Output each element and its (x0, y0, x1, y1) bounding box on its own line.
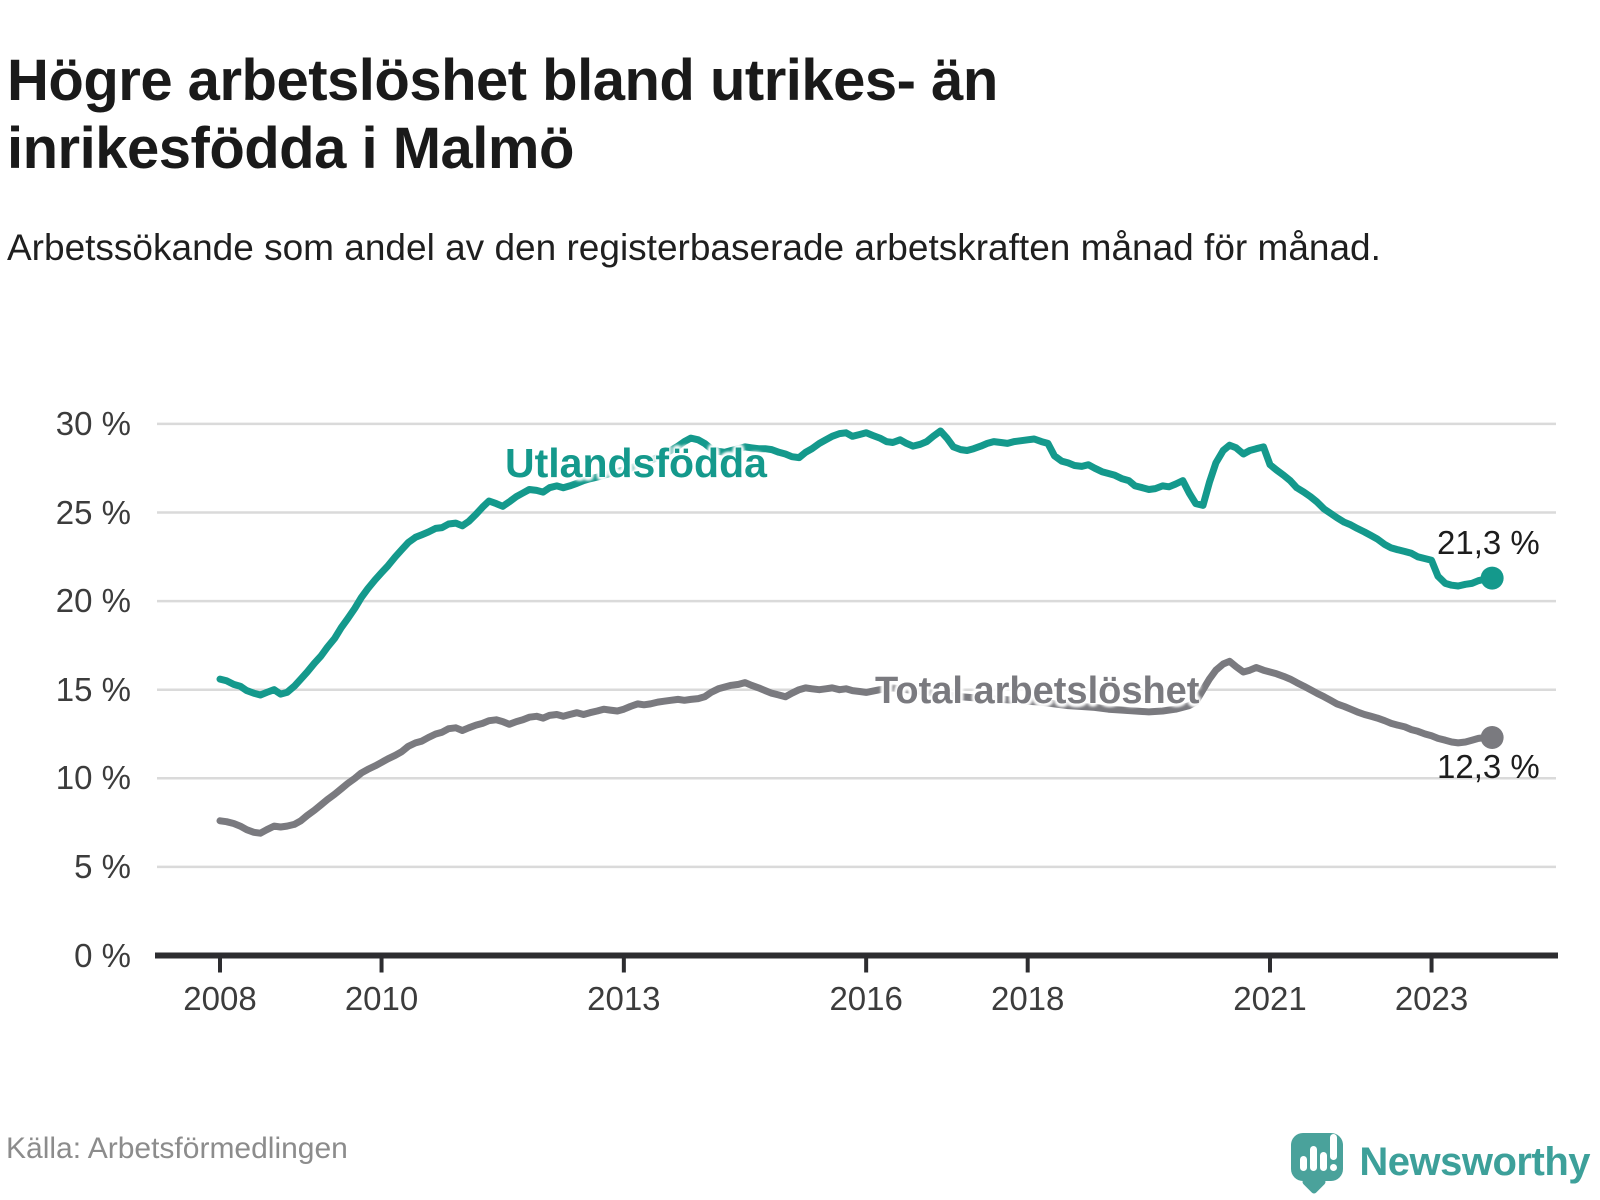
bar-chart-speech-bubble-icon (1291, 1131, 1344, 1195)
source-credit: Källa: Arbetsförmedlingen (6, 1132, 348, 1165)
x-axis-tick-label: 2013 (587, 980, 661, 1017)
end-value-label-total: 12,3 % (1437, 748, 1540, 785)
y-axis-tick-label: 25 % (55, 493, 131, 531)
series-label-utlandsfodda: Utlandsfödda (505, 440, 767, 486)
series-end-dot-total-arbetsl-shet (1480, 726, 1504, 750)
y-axis-tick-label: 15 % (55, 670, 131, 708)
y-axis-tick-label: 30 % (55, 404, 131, 442)
page-title: Högre arbetslöshet bland utrikes- än inr… (7, 47, 998, 181)
series-line-utlandsf-dda (216, 427, 1496, 699)
series-line-total-arbetsl-shet (216, 657, 1496, 837)
y-axis-tick-label: 10 % (55, 759, 131, 797)
y-axis-tick-label: 0 % (74, 936, 131, 974)
series-end-dot-utlandsf-dda (1480, 566, 1504, 590)
x-axis-tick-label: 2023 (1394, 980, 1469, 1017)
brand-name: Newsworthy (1359, 1139, 1590, 1184)
y-axis-tick-label: 20 % (55, 582, 131, 620)
chart-subtitle: Arbetssökande som andel av den registerb… (7, 227, 1381, 268)
end-value-label-utlandsfodda: 21,3 % (1437, 524, 1540, 561)
x-axis-tick-label: 2016 (829, 980, 903, 1017)
y-axis-tick-label: 5 % (74, 847, 131, 885)
newsworthy-logo: Newsworthy (1291, 1130, 1590, 1195)
x-axis-tick-label: 2021 (1233, 980, 1307, 1017)
series-label-total-arbetsloshet: Total arbetslöshet (875, 670, 1200, 712)
x-axis-tick-label: 2018 (990, 980, 1065, 1017)
x-axis-tick-label: 2010 (344, 980, 419, 1017)
x-axis-tick-label: 2008 (183, 980, 257, 1017)
